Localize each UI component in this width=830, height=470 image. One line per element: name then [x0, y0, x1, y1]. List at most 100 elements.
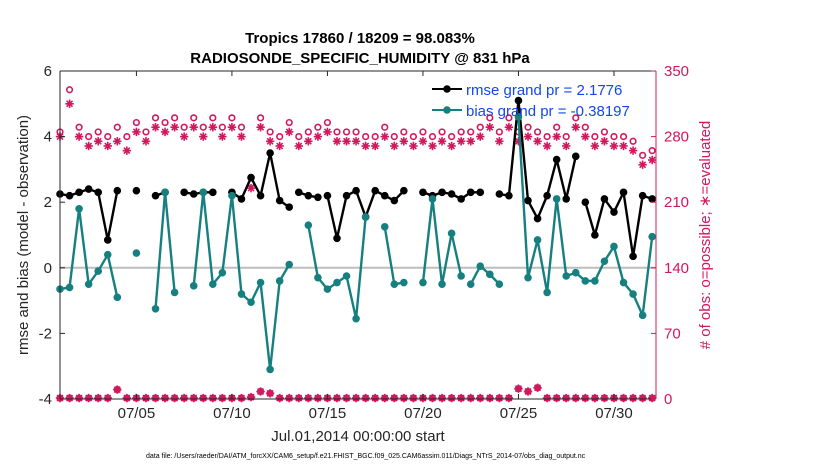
- obs-bottom-evaluated-point: [304, 393, 313, 403]
- obs-bottom-evaluated-point: [199, 393, 208, 403]
- obs-evaluated-point: [409, 141, 418, 151]
- bias-point: [170, 288, 179, 297]
- obs-possible-point: [572, 114, 580, 122]
- rmse-point: [390, 196, 399, 205]
- obs-bottom-evaluated-point: [542, 393, 552, 403]
- obs-possible-point: [467, 128, 475, 136]
- bias-point: [629, 290, 637, 298]
- obs-possible-point: [314, 123, 322, 131]
- obs-possible-point: [409, 133, 417, 141]
- obs-possible-point: [142, 128, 150, 136]
- bias-point: [247, 298, 255, 307]
- rmse-point: [113, 186, 122, 195]
- obs-bottom-evaluated-point: [275, 393, 284, 403]
- obs-possible-point: [161, 118, 169, 127]
- obs-evaluated-point: [141, 137, 151, 146]
- obs-possible-point: [533, 128, 542, 136]
- obs-evaluated-point: [246, 183, 256, 193]
- obs-possible-point: [85, 133, 93, 141]
- bias-point: [533, 236, 542, 244]
- obs-possible-point: [123, 133, 131, 141]
- y-left-tick-label: 6: [44, 63, 52, 80]
- obs-bottom-evaluated-point: [237, 393, 246, 403]
- obs-possible-point: [94, 128, 102, 136]
- obs-possible-point: [113, 123, 121, 131]
- obs-bottom-evaluated-point: [208, 393, 218, 403]
- obs-possible-point: [285, 118, 293, 127]
- obs-possible-point: [295, 133, 303, 141]
- obs-evaluated-point: [151, 123, 160, 132]
- obs-bottom-evaluated-point: [160, 393, 170, 403]
- obs-bottom-evaluated-point: [332, 393, 342, 403]
- bias-point: [524, 273, 532, 282]
- obs-possible-point: [342, 128, 351, 136]
- rmse-point: [524, 196, 532, 205]
- obs-evaluated-point: [571, 123, 580, 132]
- obs-evaluated-point: [619, 141, 628, 151]
- obs-bottom-evaluated-point: [628, 393, 638, 403]
- obs-evaluated-point: [294, 141, 303, 151]
- obs-possible-point: [457, 128, 465, 136]
- x-tick-label: 07/10: [213, 405, 251, 422]
- obs-possible-point: [190, 114, 198, 122]
- bias-point: [228, 191, 236, 200]
- obs-possible-point: [228, 114, 236, 122]
- plot-area: [60, 71, 656, 399]
- obs-bottom-evaluated-point: [571, 393, 580, 403]
- obs-evaluated-point: [628, 146, 638, 155]
- obs-bottom-evaluated-point: [285, 393, 294, 403]
- obs-bottom-evaluated-point: [533, 383, 542, 392]
- bias-point: [314, 273, 322, 282]
- bias-point: [495, 280, 504, 289]
- bias-point: [438, 280, 446, 289]
- bias-line-segment: [469, 264, 501, 286]
- bias-point: [189, 282, 198, 290]
- rmse-point: [457, 195, 465, 203]
- rmse-point: [323, 191, 332, 200]
- obs-bottom-evaluated-point: [428, 393, 437, 403]
- rmse-point: [619, 188, 628, 197]
- obs-bottom-evaluated-point: [342, 393, 351, 403]
- rmse-point: [591, 231, 599, 239]
- obs-bottom-evaluated-point: [351, 393, 361, 403]
- obs-bottom-evaluated-point: [476, 393, 485, 403]
- bias-point: [619, 278, 628, 287]
- obs-evaluated-point: [342, 137, 351, 146]
- obs-evaluated-point: [428, 141, 437, 151]
- rmse-point: [266, 149, 274, 157]
- bias-point: [571, 268, 580, 277]
- obs-count-layer: [55, 86, 657, 403]
- obs-bottom-evaluated-point: [409, 393, 418, 403]
- bias-point: [333, 278, 341, 287]
- bias-point: [543, 288, 551, 297]
- rmse-point: [581, 198, 590, 206]
- bias-point: [237, 290, 246, 298]
- obs-bottom-evaluated-point: [294, 393, 303, 403]
- rmse-point: [610, 208, 618, 216]
- bias-point: [94, 267, 103, 275]
- obs-evaluated-point: [122, 146, 132, 155]
- obs-bottom-evaluated-point: [514, 384, 523, 393]
- bias-point: [151, 305, 160, 313]
- obs-bottom-evaluated-point: [313, 393, 323, 403]
- obs-evaluated-point: [647, 155, 657, 165]
- obs-possible-point: [209, 114, 217, 122]
- bias-point: [285, 260, 294, 269]
- y-right-tick-label: 70: [664, 325, 681, 342]
- obs-bottom-evaluated-point: [84, 393, 93, 403]
- obs-evaluated-point: [170, 123, 179, 132]
- obs-possible-point: [333, 128, 341, 136]
- obs-evaluated-point: [179, 132, 189, 141]
- obs-bottom-evaluated-point: [370, 393, 380, 403]
- obs-possible-point: [171, 114, 179, 122]
- obs-evaluated-point: [132, 127, 141, 137]
- x-tick-label: 07/25: [500, 405, 538, 422]
- rmse-point: [294, 188, 303, 197]
- rmse-point: [275, 196, 284, 205]
- rmse-point: [438, 188, 446, 197]
- obs-evaluated-point: [227, 123, 237, 132]
- rmse-point: [247, 173, 255, 182]
- obs-bottom-evaluated-point: [265, 389, 275, 398]
- obs-possible-point: [639, 151, 647, 159]
- y-left-tick-label: -2: [39, 325, 52, 342]
